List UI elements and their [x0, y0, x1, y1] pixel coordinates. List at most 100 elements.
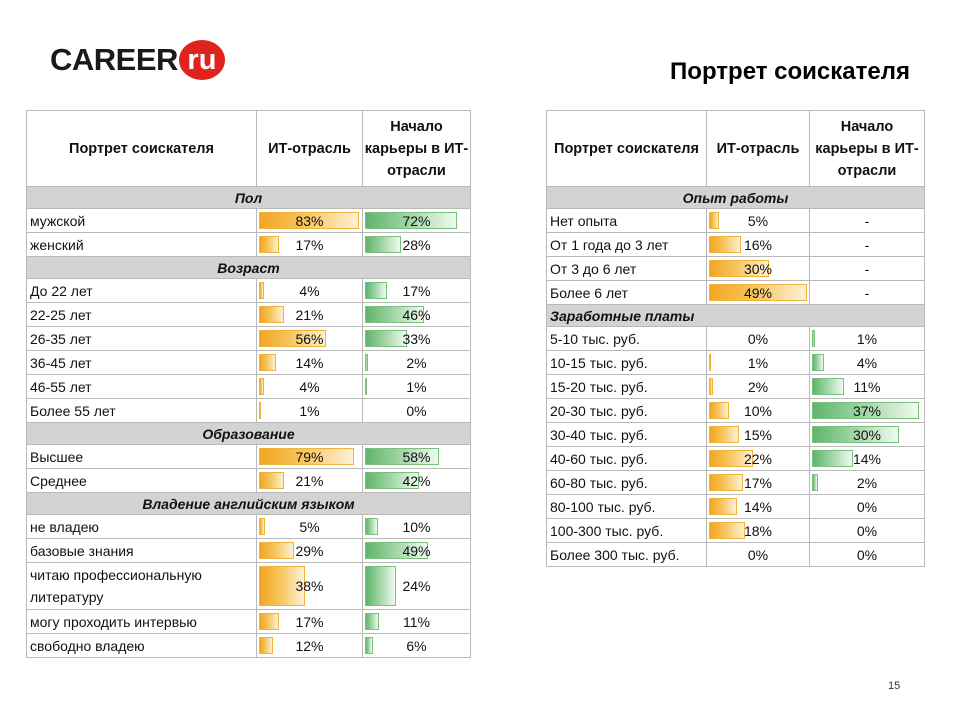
it-value-text: 1%: [747, 354, 769, 371]
career-value-cell: 4%: [809, 350, 925, 375]
career-value-cell: 1%: [362, 374, 471, 399]
career-data-bar: [812, 354, 824, 371]
header-career: Начало карьеры в ИТ-отрасли: [362, 110, 471, 187]
it-data-bar: [709, 236, 741, 253]
career-value-text: 72%: [402, 212, 431, 229]
it-data-bar: [259, 613, 279, 630]
it-value-text: 5%: [747, 212, 769, 229]
row-label: Более 6 лет: [546, 280, 707, 305]
it-value-cell: 79%: [256, 444, 363, 469]
career-value-cell: 6%: [362, 633, 471, 658]
career-data-bar: [365, 354, 368, 371]
row-label: До 22 лет: [26, 278, 257, 303]
section-row: Образование: [26, 422, 471, 445]
career-value-cell: 49%: [362, 538, 471, 563]
header-career: Начало карьеры в ИТ-отрасли: [809, 110, 925, 187]
row-label: женский: [26, 232, 257, 257]
right-portrait-table: Портрет соискателя ИТ-отрасль Начало кар…: [546, 110, 925, 567]
header-portrait: Портрет соискателя: [546, 110, 707, 187]
career-value-cell: 1%: [809, 326, 925, 351]
it-data-bar: [259, 518, 265, 535]
section-row: Пол: [26, 186, 471, 209]
section-title: Опыт работы: [546, 186, 925, 209]
it-data-bar: [259, 448, 354, 465]
it-data-bar: [709, 354, 711, 371]
career-value-text: -: [864, 236, 870, 253]
it-value-text: 56%: [295, 330, 324, 347]
table-row: читаю профессиональную литературу 38% 24%: [26, 562, 471, 610]
it-data-bar: [259, 402, 261, 419]
it-value-text: 49%: [743, 284, 773, 301]
it-data-bar: [259, 354, 276, 371]
career-value-text: 30%: [852, 426, 882, 443]
career-data-bar: [812, 426, 899, 443]
it-value-text: 15%: [743, 426, 773, 443]
it-data-bar: [709, 474, 743, 491]
it-data-bar: [259, 330, 326, 347]
logo-text: CAREER: [50, 42, 178, 77]
it-value-cell: 16%: [706, 232, 810, 257]
it-value-cell: 18%: [706, 518, 810, 543]
it-value-cell: 10%: [706, 398, 810, 423]
career-value-text: 0%: [856, 546, 878, 563]
row-label: 60-80 тыс. руб.: [546, 470, 707, 495]
career-value-text: 28%: [402, 236, 431, 253]
table-row: свободно владею 12% 6%: [26, 633, 471, 658]
career-data-bar: [812, 330, 815, 347]
career-data-bar: [365, 613, 379, 630]
it-data-bar: [709, 450, 753, 467]
career-value-cell: 33%: [362, 326, 471, 351]
it-data-bar: [259, 306, 284, 323]
it-value-text: 21%: [295, 306, 324, 323]
career-value-text: 14%: [852, 450, 882, 467]
career-data-bar: [365, 236, 401, 253]
it-value-text: 30%: [743, 260, 773, 277]
career-value-text: 58%: [402, 448, 431, 465]
career-value-cell: 0%: [809, 542, 925, 567]
it-data-bar: [259, 566, 305, 606]
it-data-bar: [259, 212, 359, 229]
row-label: базовые знания: [26, 538, 257, 563]
career-data-bar: [365, 378, 367, 395]
table-row: 60-80 тыс. руб. 17% 2%: [546, 470, 925, 495]
career-data-bar: [365, 330, 407, 347]
it-data-bar: [259, 542, 294, 559]
table-row: 46-55 лет 4% 1%: [26, 374, 471, 399]
career-data-bar: [365, 448, 439, 465]
it-data-bar: [259, 236, 279, 253]
it-value-cell: 22%: [706, 446, 810, 471]
it-value-cell: 5%: [706, 208, 810, 233]
it-value-cell: 30%: [706, 256, 810, 281]
career-value-text: 17%: [402, 282, 431, 299]
it-data-bar: [709, 402, 729, 419]
career-value-text: 33%: [402, 330, 431, 347]
it-value-cell: 5%: [256, 514, 363, 539]
career-value-text: 10%: [402, 518, 431, 535]
it-value-text: 83%: [295, 212, 324, 229]
it-value-cell: 17%: [256, 609, 363, 634]
table-row: мужской 83% 72%: [26, 208, 471, 233]
it-value-text: 12%: [295, 637, 324, 654]
header-it: ИТ-отрасль: [706, 110, 810, 187]
it-value-cell: 29%: [256, 538, 363, 563]
table-row: 26-35 лет 56% 33%: [26, 326, 471, 351]
table-row: Высшее 79% 58%: [26, 444, 471, 469]
it-value-cell: 49%: [706, 280, 810, 305]
career-data-bar: [812, 378, 844, 395]
left-portrait-table: Портрет соискателя ИТ-отрасль Начало кар…: [26, 110, 471, 658]
row-label: свободно владею: [26, 633, 257, 658]
page-number: 15: [888, 680, 901, 692]
career-value-text: 6%: [406, 637, 427, 654]
table-row: 20-30 тыс. руб. 10% 37%: [546, 398, 925, 423]
it-value-text: 0%: [747, 330, 769, 347]
table-row: 100-300 тыс. руб. 18% 0%: [546, 518, 925, 543]
career-value-text: -: [864, 284, 870, 301]
career-value-cell: 10%: [362, 514, 471, 539]
it-value-cell: 14%: [706, 494, 810, 519]
it-value-text: 21%: [295, 472, 324, 489]
it-value-cell: 2%: [706, 374, 810, 399]
it-value-text: 17%: [295, 613, 324, 630]
section-title: Владение английским языком: [26, 492, 471, 515]
it-data-bar: [709, 378, 713, 395]
table-row: 15-20 тыс. руб. 2% 11%: [546, 374, 925, 399]
